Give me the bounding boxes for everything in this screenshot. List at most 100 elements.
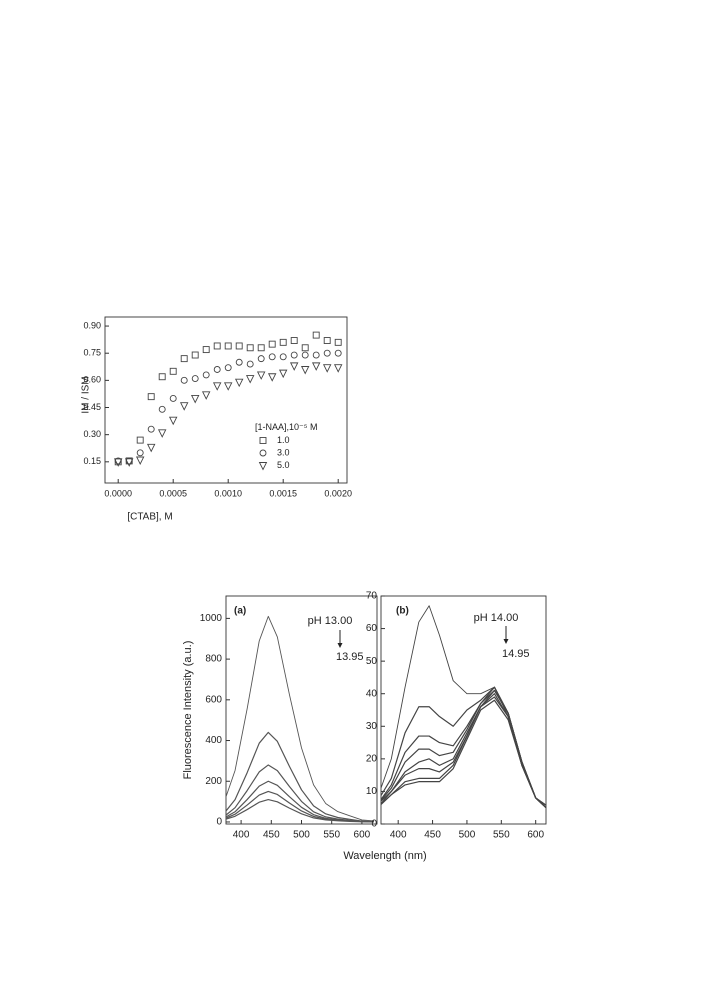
- annotation-arrowhead: [337, 643, 343, 648]
- point: [301, 344, 309, 352]
- point: [279, 338, 287, 346]
- plot-frame: [104, 316, 348, 484]
- chart: 400 450 500 550 60002004006008001000Waveleng…: [182, 595, 427, 862]
- point: [312, 331, 320, 339]
- point: [191, 351, 199, 359]
- y-tick-label: 400: [205, 735, 222, 746]
- spectrum-line: [381, 689, 546, 809]
- y-tick-label: 800: [205, 654, 222, 665]
- point: [202, 371, 210, 379]
- annotation-from: pH 14.00: [474, 612, 519, 624]
- point: [158, 405, 166, 413]
- point: [234, 378, 244, 388]
- y-tick-label: 70: [366, 591, 378, 602]
- point: [169, 395, 177, 402]
- point: [235, 342, 243, 350]
- x-axis-label: [CTAB], M: [127, 512, 172, 523]
- y-tick-label: 0.45: [83, 402, 101, 412]
- legend-label: 1.0: [277, 435, 290, 445]
- point: [256, 371, 266, 380]
- y-axis-label: IM / ISM: [81, 376, 92, 413]
- point: [158, 373, 166, 381]
- point: [267, 373, 277, 382]
- y-tick-label: 0.30: [83, 429, 101, 439]
- point: [180, 355, 188, 363]
- y-tick-label: 30: [366, 721, 378, 732]
- point: [334, 338, 342, 346]
- panel-label: (b): [396, 606, 409, 617]
- spectrum-line: [226, 615, 375, 822]
- point: [213, 342, 221, 350]
- point: [124, 458, 134, 467]
- y-tick-label: 40: [366, 688, 378, 699]
- point: [191, 375, 199, 382]
- y-tick-label: 1000: [200, 613, 223, 624]
- point: [113, 458, 123, 467]
- x-tick-label: 0.0020: [324, 488, 352, 498]
- point: [157, 429, 167, 438]
- point: [333, 364, 343, 373]
- y-tick-label: 600: [205, 694, 222, 705]
- point: [311, 362, 321, 371]
- point: [257, 344, 265, 352]
- x-tick-label: 500: [293, 830, 310, 841]
- y-tick-label: 0.75: [83, 348, 101, 358]
- point: [180, 376, 188, 384]
- y-axis-label: Fluorescence Intensity (a.u.): [182, 641, 194, 780]
- x-tick-label: 450: [424, 830, 441, 841]
- x-tick-label: 0.0000: [104, 488, 132, 498]
- y-tick-label: 60: [366, 623, 378, 634]
- x-tick-label: 550: [493, 830, 510, 841]
- x-tick-label: 0.0010: [214, 488, 242, 498]
- legend-label: 5.0: [277, 460, 290, 470]
- x-tick-label: 400: [233, 830, 250, 841]
- x-tick-label: 0.0015: [269, 488, 297, 498]
- point: [147, 425, 155, 433]
- point: [279, 353, 287, 361]
- point: [246, 344, 254, 352]
- legend-marker: [259, 449, 267, 457]
- point: [246, 360, 254, 368]
- chart: 400 450 500 550 600 0 10 20 30 40 50 60 70 (b) pH 14.0…: [366, 591, 547, 841]
- x-tick-label: 400: [390, 830, 407, 841]
- point: [136, 436, 144, 444]
- legend-title: [1-NAA],10⁻⁵ M: [255, 422, 318, 432]
- x-axis-label: Wavelength (nm): [343, 850, 426, 862]
- y-tick-label: 0: [371, 819, 377, 830]
- spectrum-line: [381, 699, 546, 809]
- point: [114, 457, 122, 465]
- spectrum-line: [226, 798, 374, 823]
- x-tick-label: 600: [354, 830, 371, 841]
- point: [169, 367, 177, 375]
- x-tick-label: 0.0005: [159, 488, 187, 498]
- point: [224, 342, 232, 350]
- x-tick-label: 600: [527, 830, 544, 841]
- point: [278, 369, 288, 379]
- point: [268, 353, 276, 361]
- legend-marker: [258, 462, 268, 471]
- legend-label: 3.0: [277, 447, 290, 457]
- x-tick-label: 500: [459, 830, 476, 841]
- annotation-from: pH 13.00: [308, 615, 353, 627]
- y-tick-label: 0: [216, 817, 222, 828]
- point: [268, 340, 276, 348]
- point: [289, 362, 299, 371]
- y-tick-label: 50: [366, 656, 378, 667]
- point: [212, 382, 222, 391]
- point: [146, 443, 156, 453]
- point: [147, 393, 155, 401]
- point: [334, 349, 342, 357]
- point: [245, 375, 255, 384]
- point: [301, 351, 309, 359]
- point: [125, 457, 133, 465]
- y-tick-label: 20: [366, 753, 378, 764]
- panel-label: (a): [234, 606, 246, 617]
- y-tick-label: 0.90: [83, 320, 101, 330]
- point: [323, 349, 331, 357]
- y-tick-label: 200: [205, 776, 222, 787]
- x-tick-label: 450: [263, 830, 280, 841]
- point: [312, 351, 320, 359]
- point: [202, 346, 210, 354]
- y-tick-label: 10: [366, 786, 378, 797]
- y-tick-label: 0.60: [83, 375, 101, 385]
